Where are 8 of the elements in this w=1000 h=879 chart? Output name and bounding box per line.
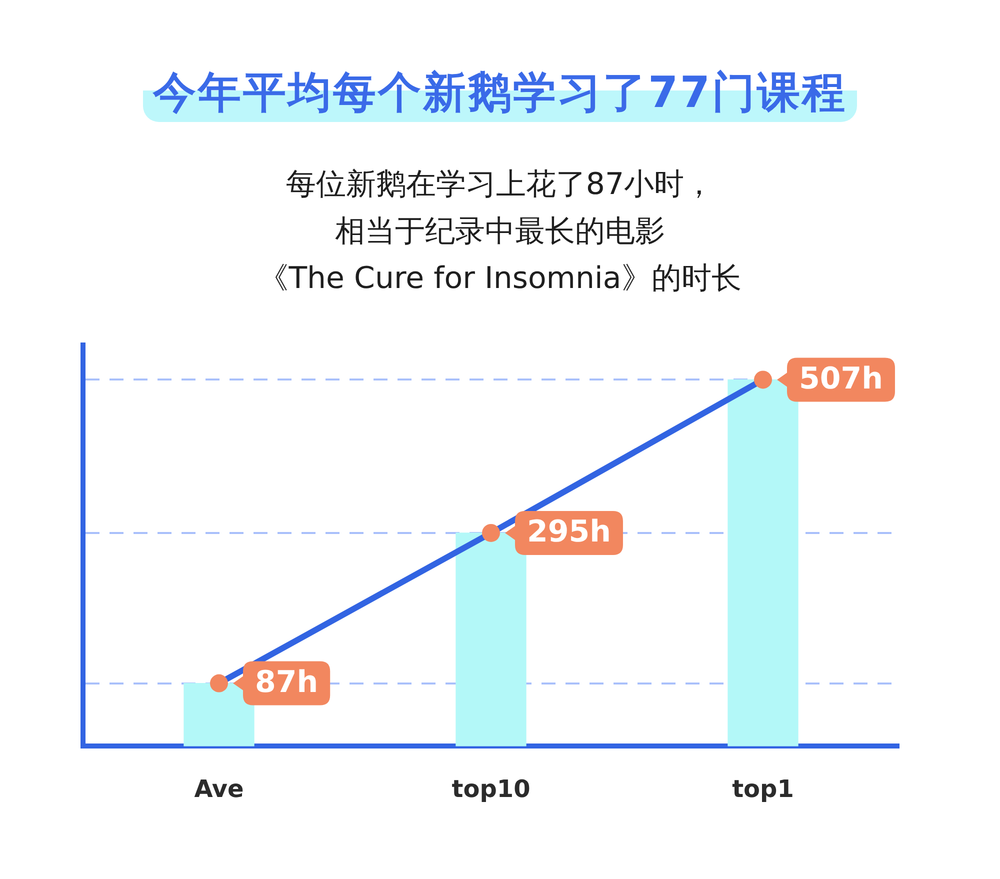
x-tick-label: top10 — [452, 774, 530, 803]
x-tick-label: Ave — [194, 774, 244, 803]
chart-subtitle: 每位新鹅在学习上花了87小时，相当于纪录中最长的电影《The Cure for Insomnia》的时长 — [258, 166, 742, 298]
x-tick-label: top1 — [732, 774, 794, 803]
data-label: 295h — [527, 514, 611, 550]
data-label: 87h — [255, 665, 318, 700]
chart-title: 今年平均每个新鹅学习了77门课程 — [143, 64, 857, 122]
data-label: 507h — [799, 361, 883, 396]
